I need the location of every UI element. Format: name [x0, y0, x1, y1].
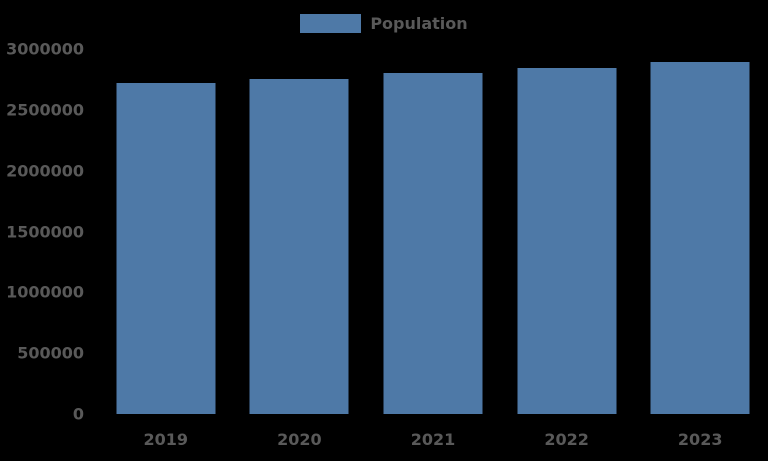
- y-tick-label: 2500000: [6, 100, 84, 120]
- y-tick-label: 2000000: [6, 161, 84, 181]
- plot-area: 0 500000 1000000 1500000 2000000 2500000 30000…: [6, 40, 767, 449]
- bar-2021: [383, 73, 483, 414]
- x-tick-label: 2020: [277, 430, 322, 449]
- y-tick-label: 0: [72, 404, 84, 424]
- y-tick-label: 500000: [17, 343, 84, 363]
- x-tick-label: 2023: [677, 430, 723, 449]
- legend: Population: [0, 13, 768, 33]
- bar-slot-2022: 2022: [500, 49, 634, 449]
- y-tick-label: 1000000: [6, 282, 84, 302]
- bar-slot-2023: 2023: [633, 49, 767, 449]
- legend-swatch-icon: [300, 13, 362, 33]
- bar-slot-2020: 2020: [233, 49, 367, 449]
- bar-2022: [517, 68, 617, 414]
- bar-slot-2021: 2021: [366, 49, 500, 449]
- x-tick-label: 2022: [544, 430, 589, 449]
- x-tick-label: 2019: [143, 430, 189, 449]
- legend-label: Population: [370, 13, 468, 33]
- x-tick-label: 2021: [410, 430, 456, 449]
- y-tick-label: 1500000: [6, 222, 84, 241]
- bar-2023: [650, 62, 750, 414]
- bar-2019: [116, 83, 216, 414]
- y-tick-label: 3000000: [6, 39, 84, 59]
- bar-2020: [249, 79, 349, 414]
- bar-slot-2019: 2019: [99, 49, 233, 449]
